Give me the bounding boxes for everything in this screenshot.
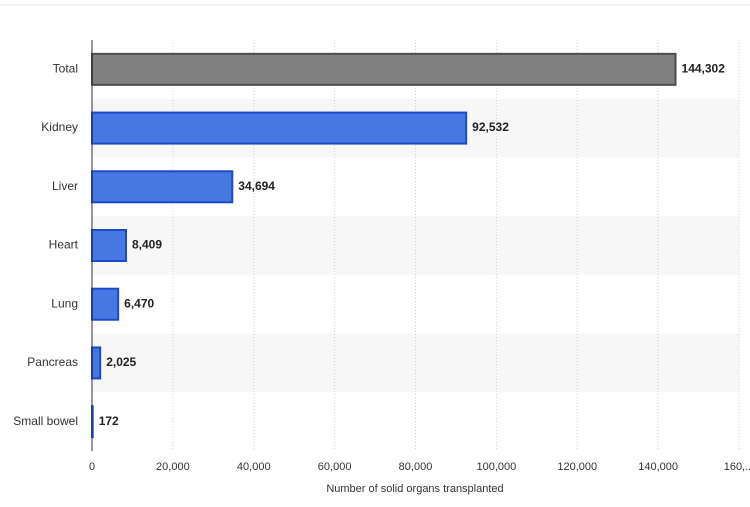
value-label: 8,409	[132, 238, 162, 252]
x-tick-label: 160,...	[724, 461, 750, 473]
bar	[91, 52, 677, 86]
bar	[91, 170, 234, 204]
x-tick-label: 140,000	[638, 461, 678, 473]
bar	[91, 287, 120, 321]
y-tick-label: Small bowel	[13, 414, 78, 428]
y-tick-label: Kidney	[41, 120, 78, 134]
bar	[91, 346, 102, 380]
x-tick-label: 0	[89, 461, 95, 473]
x-tick-label: 20,000	[156, 461, 190, 473]
x-tick-label: 80,000	[399, 461, 433, 473]
y-tick-label: Total	[53, 62, 78, 76]
y-tick-label: Liver	[52, 179, 78, 193]
bar	[91, 229, 128, 262]
x-tick-label: 60,000	[318, 461, 352, 473]
y-tick-label: Lung	[51, 296, 78, 310]
value-label: 144,302	[682, 62, 726, 76]
x-tick-label: 40,000	[237, 461, 271, 473]
value-label: 92,532	[472, 120, 509, 134]
value-label: 6,470	[124, 296, 154, 310]
x-tick-label: 100,000	[476, 461, 516, 473]
value-label: 34,694	[238, 179, 275, 193]
value-label: 172	[99, 414, 119, 428]
x-axis-title: Number of solid organs transplanted	[326, 483, 503, 495]
bar	[91, 111, 468, 145]
row-band	[92, 216, 739, 275]
x-tick-label: 120,000	[557, 461, 597, 473]
y-tick-label: Pancreas	[27, 355, 78, 369]
value-label: 2,025	[106, 355, 136, 369]
row-band	[92, 333, 739, 393]
y-tick-label: Heart	[49, 238, 79, 252]
